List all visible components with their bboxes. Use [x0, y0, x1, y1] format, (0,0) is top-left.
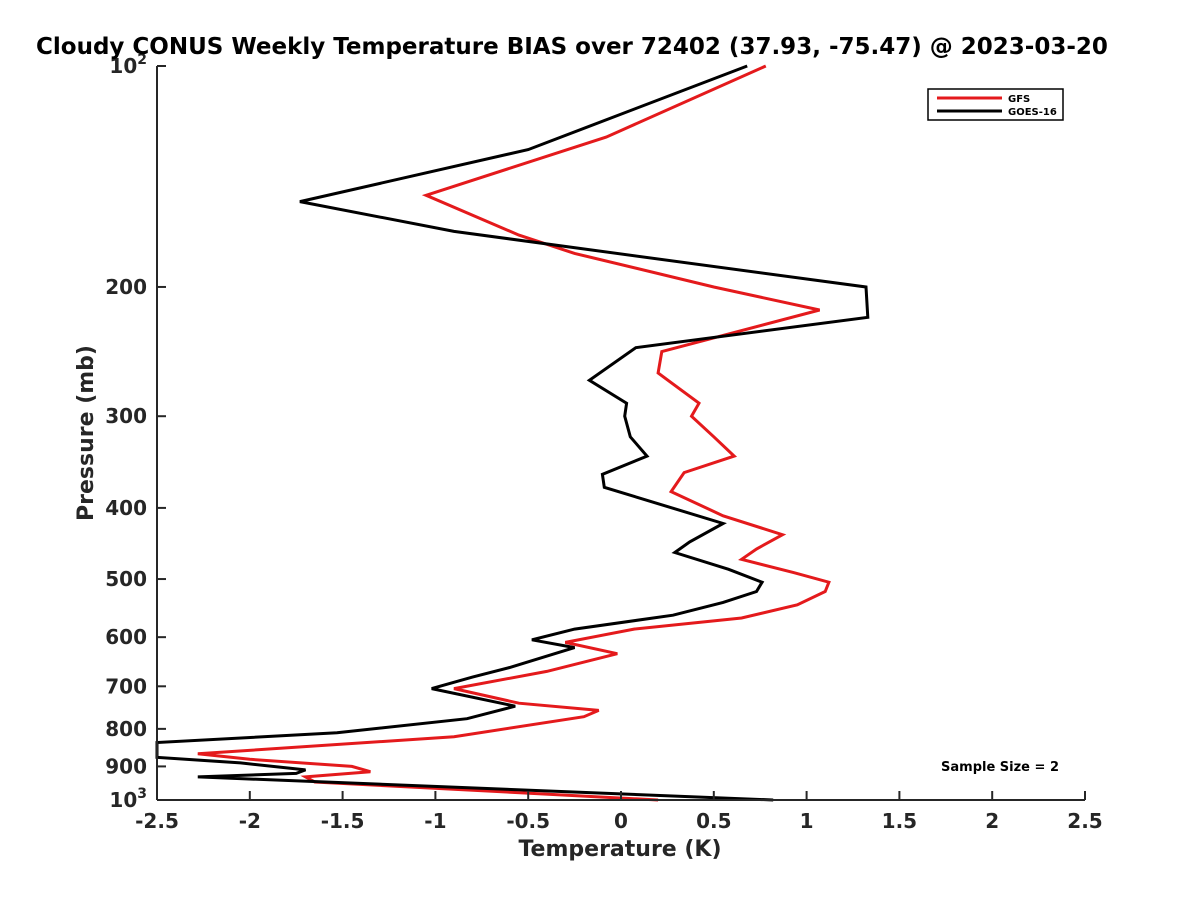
legend-box	[927, 88, 1064, 121]
axes-layer: -2.5 -2 -1.5 -1 -0.5 0 0.5 1 1.5 2 2.5 102 200 300 400…	[105, 52, 1102, 833]
y-tick-label: 900	[105, 754, 147, 778]
y-tick-label: 700	[105, 674, 147, 698]
x-tick-label: -1	[424, 809, 446, 833]
chart-title: Cloudy CONUS Weekly Temperature BIAS ove…	[36, 34, 1108, 60]
y-tick-label: 600	[105, 625, 147, 649]
x-tick-label: -0.5	[506, 809, 550, 833]
y-tick-label: 102	[109, 52, 147, 78]
legend-label: GFS	[1008, 94, 1030, 105]
x-tick-label: 2.5	[1067, 809, 1102, 833]
y-tick-label: 103	[109, 786, 147, 812]
legend-label: GOES-16	[1008, 107, 1057, 118]
y-axis-label: Pressure (mb)	[74, 345, 99, 521]
x-tick-label: 0	[614, 809, 628, 833]
x-tick-label: -1.5	[321, 809, 365, 833]
series-line-goes-16	[155, 64, 870, 802]
x-tick-label: 2	[985, 809, 999, 833]
y-tick-label: 300	[105, 404, 147, 428]
x-tick-label: 1	[800, 809, 814, 833]
x-axis-label: Temperature (K)	[518, 837, 721, 862]
x-tick-label: 0.5	[696, 809, 731, 833]
y-tick-label: 800	[105, 717, 147, 741]
y-tick-label: 500	[105, 567, 147, 591]
x-tick-label: 1.5	[882, 809, 917, 833]
sample-size-annotation: Sample Size = 2	[941, 760, 1059, 775]
legend: GFS GOES-16	[927, 88, 1064, 121]
y-tick-label: 200	[105, 275, 147, 299]
series-line-gfs	[197, 64, 831, 802]
x-tick-label: -2.5	[135, 809, 179, 833]
series-layer	[155, 64, 870, 802]
x-tick-label: -2	[239, 809, 261, 833]
y-tick-label: 400	[105, 496, 147, 520]
